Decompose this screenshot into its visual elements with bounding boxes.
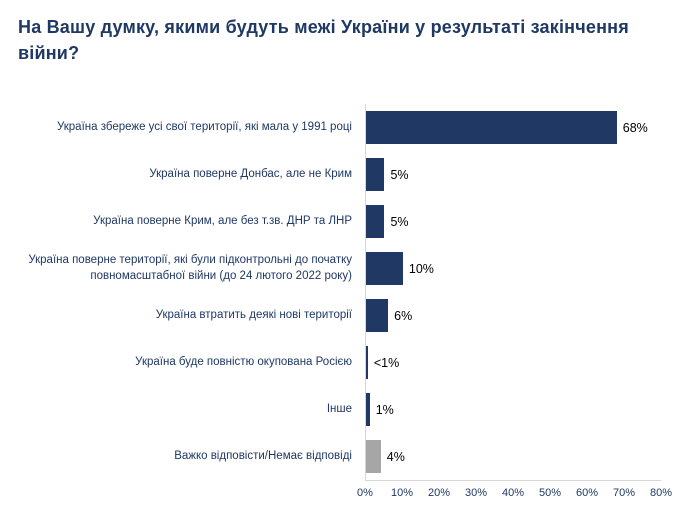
- x-axis-tick: 80%: [649, 487, 673, 499]
- bar: [366, 299, 389, 332]
- bar: [366, 158, 385, 191]
- bar-track: 1%: [365, 386, 661, 433]
- x-axis-tick: 60%: [575, 487, 599, 499]
- chart-title: На Вашу думку, якими будуть межі України…: [18, 17, 629, 64]
- bar-track: <1%: [365, 339, 661, 386]
- bar-track: 6%: [365, 292, 661, 339]
- bar-row: Україна буде повністю окупована Росією <1…: [18, 339, 661, 386]
- bar-track: 10%: [365, 245, 661, 292]
- bar-value: 5%: [390, 214, 409, 229]
- bar-row: Україна втратить деякі нові території 6%: [18, 292, 661, 339]
- bar-rows: Україна збереже усі свої території, які …: [18, 104, 661, 480]
- x-axis-tick: 40%: [501, 487, 525, 499]
- bar-label: Важко відповісти/Немає відповіді: [174, 449, 352, 462]
- x-axis-tick: 70%: [612, 487, 636, 499]
- bar-value: 6%: [394, 308, 413, 323]
- bar-value: 1%: [375, 402, 394, 417]
- bar-track: 4%: [365, 433, 661, 480]
- bar: [366, 440, 381, 473]
- bar-row: Україна поверне Крим, але без т.зв. ДНР …: [18, 198, 661, 245]
- bar-row: Важко відповісти/Немає відповіді 4%: [18, 433, 661, 480]
- bar: [366, 252, 403, 285]
- x-axis-tick: 10%: [390, 487, 414, 499]
- bar-value: 68%: [622, 120, 648, 135]
- x-axis-tick: 30%: [464, 487, 488, 499]
- bar-row: Україна поверне території, які були підк…: [18, 245, 661, 292]
- bar: [366, 393, 370, 426]
- bar: [366, 111, 617, 144]
- bar-track: 5%: [365, 198, 661, 245]
- x-axis-tick: 20%: [427, 487, 451, 499]
- bar-value: 10%: [408, 261, 434, 276]
- bar-label: Україна поверне території, які були підк…: [28, 253, 352, 282]
- bar-label: Україна втратить деякі нові території: [155, 308, 352, 321]
- x-axis-tick: 0%: [357, 487, 373, 499]
- bar-label: Україна буде повністю окупована Росією: [135, 355, 352, 368]
- x-axis-tick: 50%: [538, 487, 562, 499]
- bar-chart: Україна збереже усі свої території, які …: [18, 104, 672, 502]
- bar-track: 68%: [365, 104, 661, 151]
- bar-track: 5%: [365, 151, 661, 198]
- bar: [366, 346, 368, 379]
- bar-label: Україна поверне Донбас, але не Крим: [149, 167, 352, 180]
- bar-value: <1%: [373, 355, 400, 370]
- bar-value: 4%: [386, 449, 405, 464]
- x-axis: 0% 10% 20% 30% 40% 50% 60% 70% 80%: [357, 480, 672, 502]
- bar-row: Інше 1%: [18, 386, 661, 433]
- bar-label: Інше: [326, 402, 352, 415]
- bar: [366, 205, 385, 238]
- bar-label: Україна збереже усі свої території, які …: [56, 120, 352, 133]
- bar-row: Україна поверне Донбас, але не Крим 5%: [18, 151, 661, 198]
- bar-row: Україна збереже усі свої території, які …: [18, 104, 661, 151]
- bar-value: 5%: [390, 167, 409, 182]
- bar-label: Україна поверне Крим, але без т.зв. ДНР …: [93, 214, 352, 227]
